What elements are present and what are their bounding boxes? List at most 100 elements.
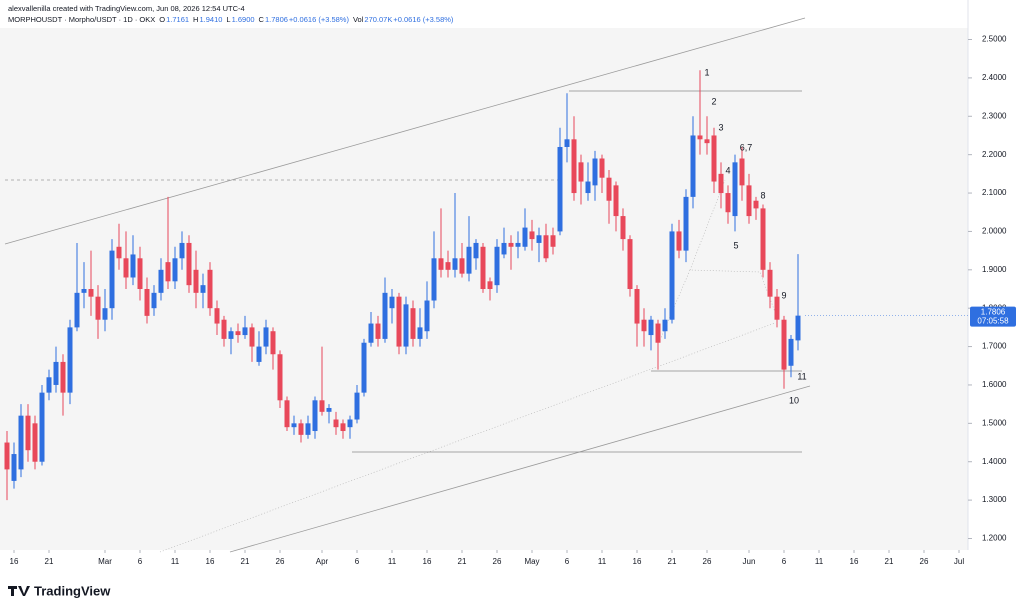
candle-body	[683, 196, 689, 251]
candle-body	[81, 289, 87, 293]
candle-body	[193, 269, 199, 293]
candle-body	[473, 242, 479, 259]
candle-body	[46, 377, 52, 393]
candle-body	[774, 296, 780, 320]
candle-body	[711, 135, 717, 182]
candle-body	[228, 331, 234, 339]
price-tag-countdown: 07:05:58	[977, 317, 1009, 326]
attribution: alexvallenilla created with TradingView.…	[8, 4, 245, 13]
candle-body	[123, 258, 129, 278]
candle-body	[151, 292, 157, 309]
wave-label: 10	[789, 395, 799, 405]
candle-body	[249, 327, 255, 347]
candle-body	[424, 300, 430, 332]
x-tick-label: 16	[10, 557, 19, 566]
candle-body	[662, 319, 668, 332]
candle-body	[32, 423, 38, 462]
candle-body	[788, 338, 794, 366]
candle-body	[704, 139, 710, 144]
candle-body	[172, 258, 178, 282]
candle-body	[536, 235, 542, 243]
status-line: MORPHOUSDT · Morpho/USDT · 1D · OKX O1.71…	[8, 15, 454, 24]
candle-body	[417, 327, 423, 339]
candle-body	[396, 296, 402, 347]
price-tag	[970, 306, 1016, 327]
candle-body	[389, 296, 395, 309]
symbol: MORPHOUSDT · Morpho/USDT · 1D · OKX	[8, 15, 155, 24]
status-key: Vol	[353, 15, 364, 24]
x-tick-label: 21	[885, 557, 894, 566]
candle-body	[4, 442, 10, 470]
candle-body	[508, 242, 514, 247]
candle-body	[333, 419, 339, 428]
channel-mid	[159, 322, 776, 553]
candle-body	[375, 323, 381, 339]
x-tick-label: 16	[206, 557, 215, 566]
y-tick-label: 1.4000	[982, 457, 1007, 466]
candle-body	[165, 262, 171, 282]
wave-label: 3	[718, 122, 723, 132]
candle-body	[459, 258, 465, 274]
status-key: L	[226, 15, 230, 24]
channel-lower	[229, 385, 811, 553]
candle-body	[487, 281, 493, 289]
candle-body	[795, 315, 801, 341]
candle-body	[305, 423, 311, 435]
y-tick-label: 2.4000	[982, 73, 1007, 82]
candle-body	[431, 258, 437, 301]
candle-body	[494, 246, 500, 286]
candle-body	[452, 258, 458, 270]
wave-label: 9	[781, 290, 786, 300]
y-tick-label: 2.1000	[982, 188, 1007, 197]
candle-body	[781, 319, 787, 370]
candle-body	[102, 308, 108, 320]
candle-body	[669, 231, 675, 320]
status-value: +0.0616 (+3.58%)	[393, 15, 454, 24]
y-tick-label: 1.6000	[982, 380, 1007, 389]
candle-body	[25, 415, 31, 451]
candle-body	[312, 400, 318, 432]
candle-body	[648, 319, 654, 336]
candle-body	[676, 231, 682, 251]
x-tick-label: 16	[633, 557, 642, 566]
candle-body	[578, 162, 584, 182]
y-tick-label: 1.3000	[982, 495, 1007, 504]
candle-body	[67, 327, 73, 393]
candle-body	[718, 173, 724, 194]
candle-body	[550, 235, 556, 247]
candle-body	[60, 361, 66, 393]
candle-body	[319, 400, 325, 412]
y-tick-label: 1.5000	[982, 418, 1007, 427]
wave-label: 1	[704, 67, 709, 77]
wave-label: 8	[760, 190, 765, 200]
candle-body	[158, 269, 164, 293]
logo-mark	[8, 586, 30, 596]
status-key: H	[193, 15, 198, 24]
x-tick-label: 26	[703, 557, 712, 566]
x-tick-label: 16	[850, 557, 859, 566]
candle-body	[291, 423, 297, 428]
status-value: +0.0616 (+3.58%)	[289, 15, 350, 24]
x-tick-label: 6	[138, 557, 143, 566]
candle-body	[347, 419, 353, 428]
candle-body	[53, 361, 59, 385]
wave-label: 11	[797, 371, 806, 381]
status-value: 1.7161	[166, 15, 189, 24]
candle-body	[242, 327, 248, 336]
x-tick-label: Jul	[954, 557, 964, 566]
y-tick-label: 1.7000	[982, 342, 1007, 351]
candle-body	[641, 319, 647, 332]
candle-body	[410, 308, 416, 339]
candle-body	[144, 289, 150, 316]
status-value: 1.7806	[265, 15, 288, 24]
x-tick-label: 21	[241, 557, 250, 566]
candle-body	[235, 331, 241, 336]
candle-body	[571, 139, 577, 194]
x-tick-label: 6	[565, 557, 570, 566]
candle-body	[284, 400, 290, 428]
x-tick-label: 6	[782, 557, 787, 566]
candle-body	[340, 423, 346, 432]
candle-body	[116, 246, 122, 259]
candle-body	[354, 392, 360, 420]
